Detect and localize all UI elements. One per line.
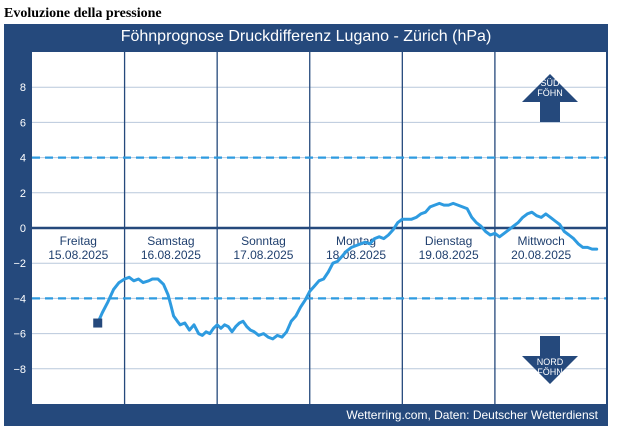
- y-tick-label-4: 0: [20, 223, 26, 235]
- current-value-marker: [93, 318, 103, 328]
- chart-source: Wetterring.com, Daten: Deutscher Wetterd…: [346, 408, 598, 422]
- day-name-2: Sonntag: [241, 234, 286, 248]
- day-date-2: 17.08.2025: [233, 248, 293, 262]
- day-name-1: Samstag: [147, 234, 194, 248]
- north-foehn-label-2: FÖHN: [537, 367, 563, 377]
- day-name-0: Freitag: [60, 234, 97, 248]
- page-heading: Evoluzione della pressione: [4, 6, 162, 21]
- y-tick-label-2: 4: [20, 153, 26, 165]
- south-foehn-label-1: SÜD: [540, 78, 560, 88]
- south-foehn-arrow-icon: [522, 74, 578, 122]
- chart-frame: Föhnprognose Druckdifferenz Lugano - Zür…: [4, 24, 608, 426]
- day-name-5: Mittwoch: [518, 234, 565, 248]
- day-name-4: Dienstag: [425, 234, 472, 248]
- y-tick-label-6: −4: [13, 293, 26, 305]
- north-foehn-arrow-icon: [522, 336, 578, 384]
- south-foehn-label-2: FÖHN: [537, 88, 563, 98]
- y-tick-label-5: −2: [13, 258, 26, 270]
- y-tick-label-1: 6: [20, 117, 26, 129]
- day-date-4: 19.08.2025: [419, 248, 479, 262]
- day-name-3: Montag: [336, 234, 376, 248]
- day-date-0: 15.08.2025: [48, 248, 108, 262]
- y-tick-label-0: 8: [20, 82, 26, 94]
- day-date-3: 18.08.2025: [326, 248, 386, 262]
- north-foehn-label-1: NORD: [537, 357, 564, 367]
- y-tick-label-3: 2: [20, 188, 26, 200]
- y-tick-label-7: −6: [13, 329, 26, 341]
- y-tick-label-8: −8: [13, 364, 26, 376]
- chart-title: Föhnprognose Druckdifferenz Lugano - Zür…: [120, 28, 492, 45]
- pressure-series-line-0: [96, 201, 599, 341]
- day-date-1: 16.08.2025: [141, 248, 201, 262]
- day-date-5: 20.08.2025: [511, 248, 571, 262]
